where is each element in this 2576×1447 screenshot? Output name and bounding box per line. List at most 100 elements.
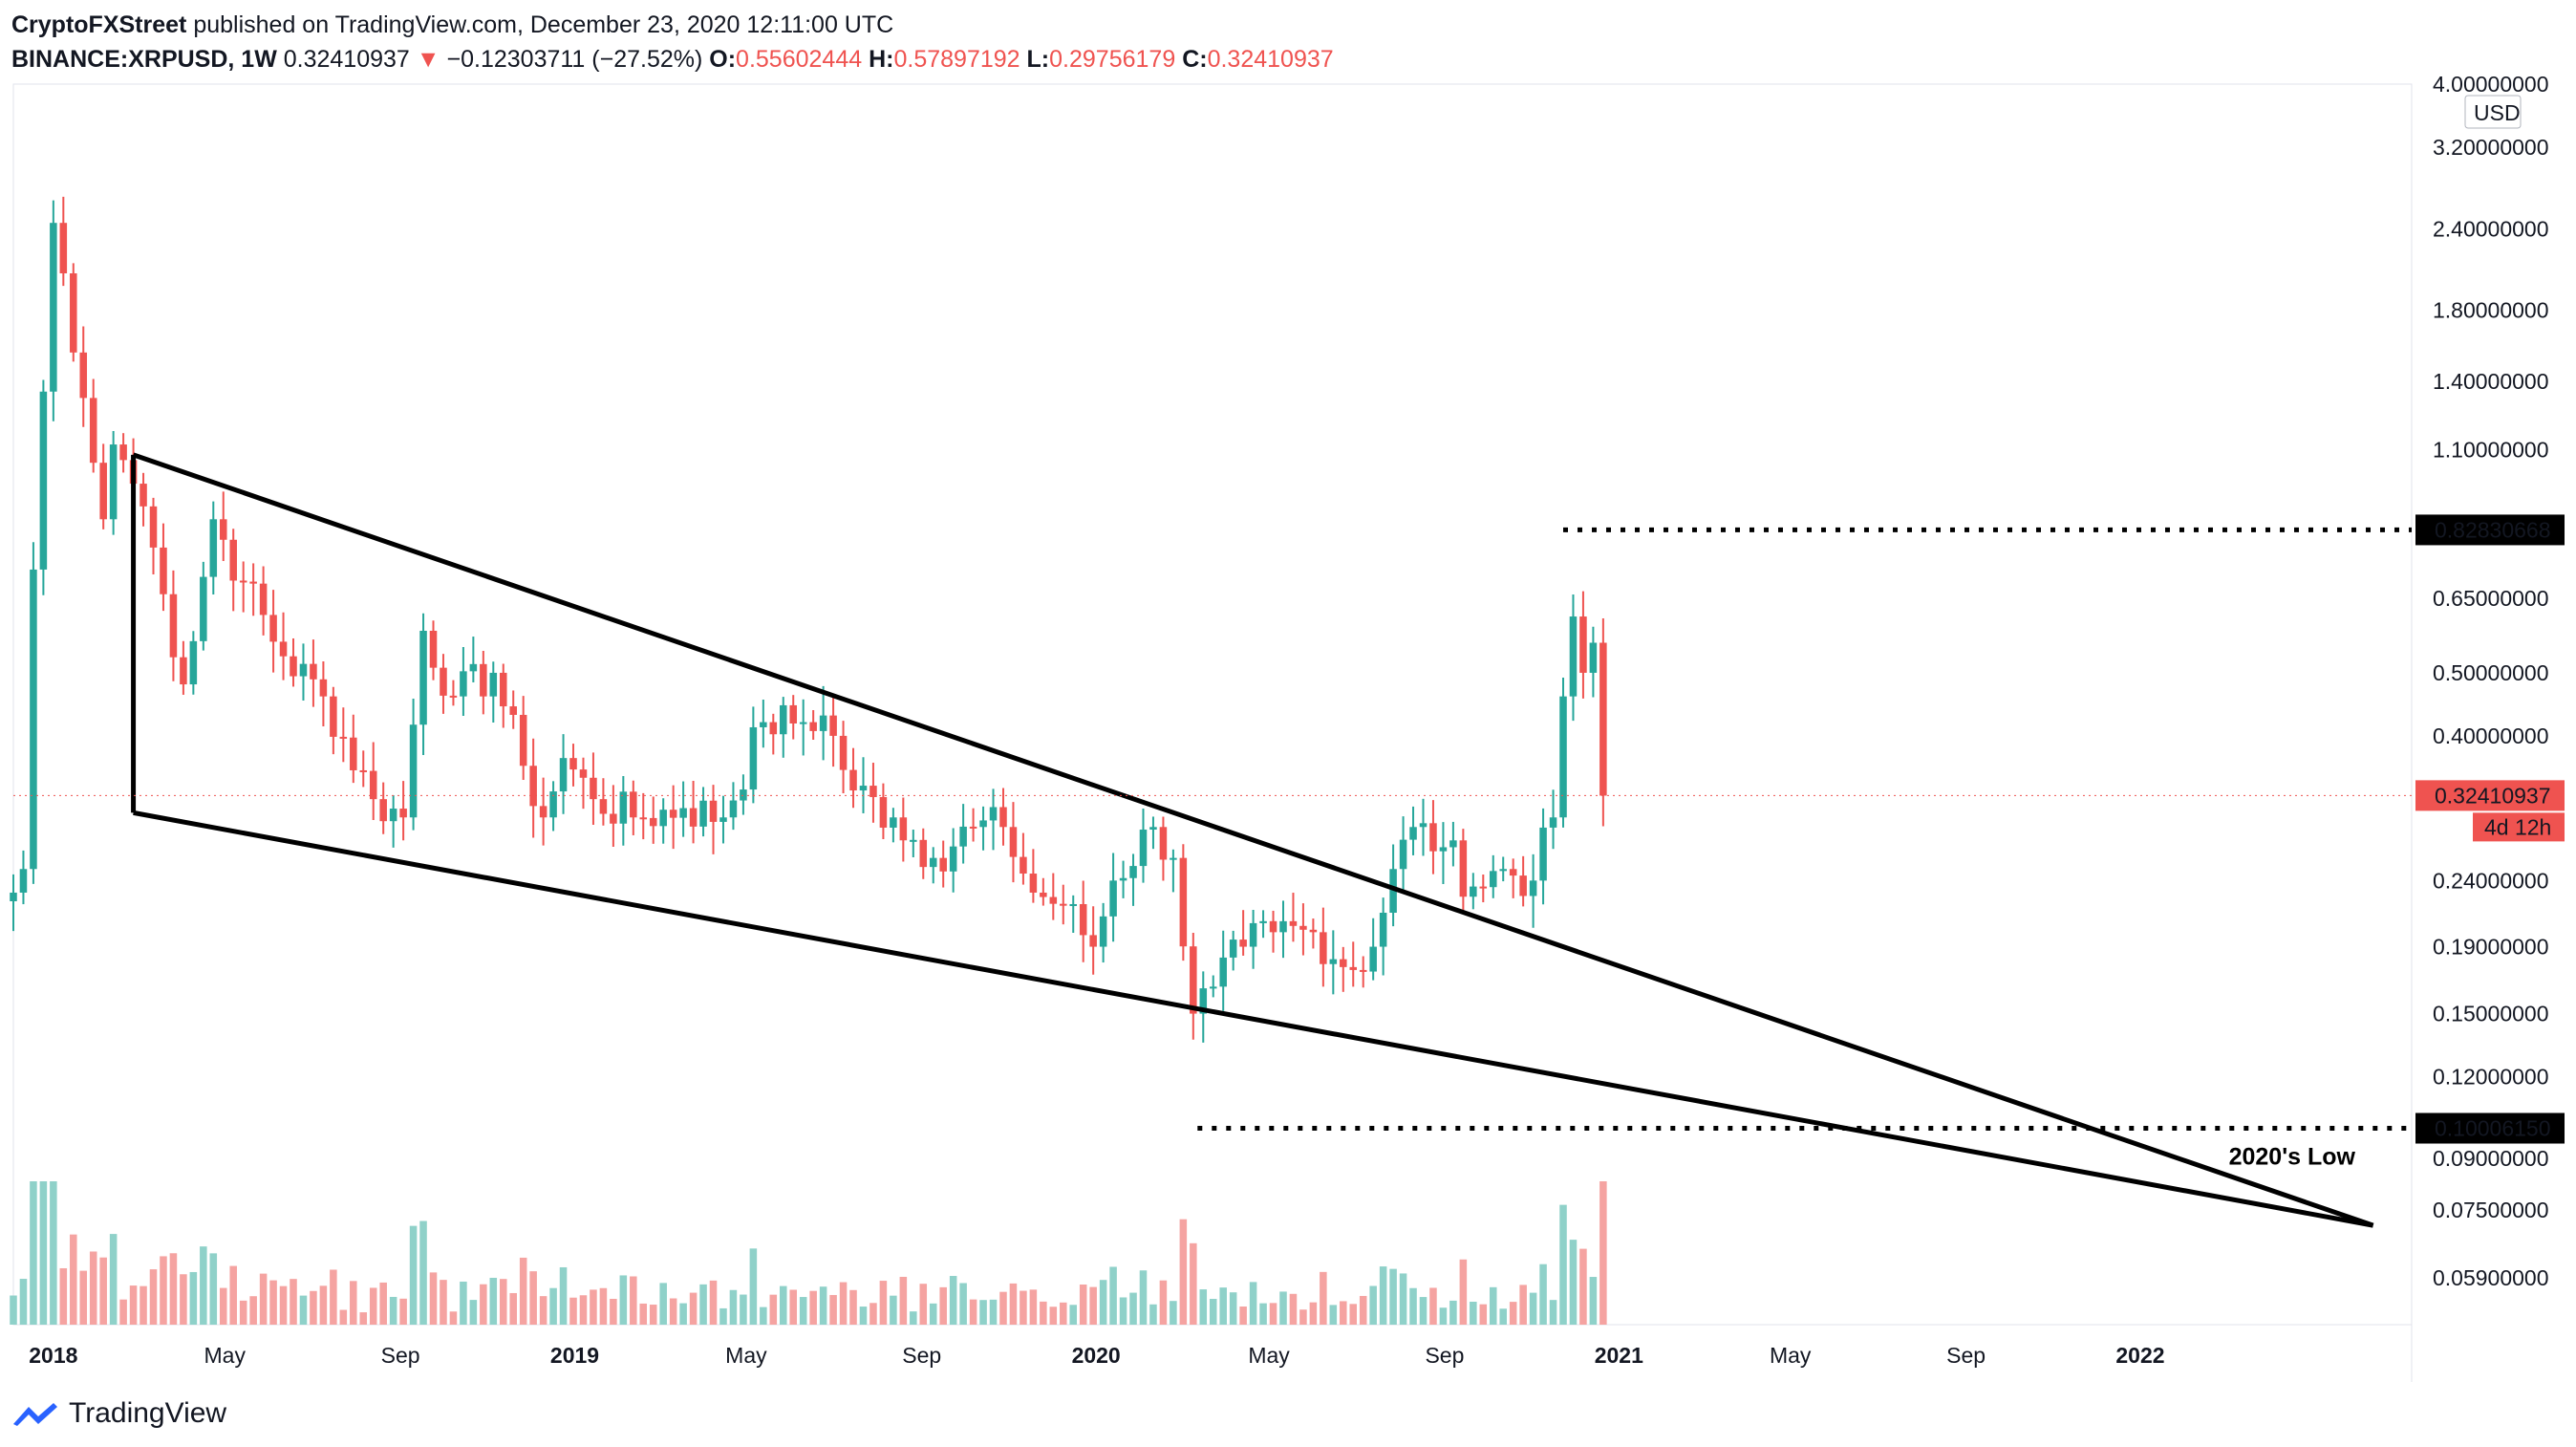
volume-bar bbox=[949, 1276, 957, 1325]
candle-body bbox=[1229, 939, 1237, 958]
low-value: 0.29756179 bbox=[1049, 46, 1176, 73]
candle-body bbox=[809, 722, 817, 731]
volume-bars bbox=[10, 1181, 1607, 1325]
candle-body bbox=[1359, 969, 1367, 972]
volume-bar bbox=[1299, 1309, 1307, 1325]
volume-bar bbox=[1069, 1305, 1078, 1325]
symbol-name[interactable]: BINANCE:XRPUSD, 1W bbox=[11, 46, 277, 73]
candle-body bbox=[359, 769, 368, 772]
volume-bar bbox=[969, 1299, 977, 1325]
price-tick-label: 0.07500000 bbox=[2433, 1198, 2549, 1222]
wedge-upper-line bbox=[132, 452, 2374, 1228]
current-price-tag-bg bbox=[2415, 780, 2565, 811]
time-tick-label: 2019 bbox=[550, 1343, 599, 1368]
volume-bar bbox=[1060, 1302, 1067, 1325]
candle-body bbox=[1549, 817, 1557, 828]
volume-bar bbox=[1119, 1297, 1127, 1325]
volume-bar bbox=[1179, 1219, 1188, 1325]
candle-body bbox=[939, 857, 947, 872]
candle-body bbox=[1559, 696, 1567, 818]
candle-body bbox=[709, 800, 718, 822]
volume-bar bbox=[1349, 1304, 1358, 1325]
candle-body bbox=[590, 777, 597, 800]
volume-bar bbox=[50, 1181, 57, 1325]
tradingview-footer[interactable]: TradingView bbox=[11, 1397, 226, 1430]
candle-body bbox=[1320, 932, 1327, 964]
candle-body bbox=[1489, 871, 1497, 888]
volume-bar bbox=[599, 1287, 608, 1325]
candle-body bbox=[469, 663, 478, 672]
volume-bar bbox=[639, 1303, 648, 1325]
volume-bar bbox=[189, 1271, 198, 1325]
price-tick-label: 1.10000000 bbox=[2433, 437, 2549, 462]
price-tick-label: 0.24000000 bbox=[2433, 868, 2549, 893]
open-label: O: bbox=[709, 46, 737, 73]
volume-bar bbox=[939, 1286, 947, 1325]
candle-body bbox=[79, 352, 88, 399]
author-name[interactable]: CryptoFXStreet bbox=[11, 11, 187, 38]
time-tick-label: May bbox=[725, 1343, 767, 1368]
candle-body bbox=[1349, 966, 1358, 970]
candle-body bbox=[39, 391, 48, 570]
candle-body bbox=[1249, 922, 1257, 947]
candlesticks bbox=[10, 196, 1607, 1043]
candle-body bbox=[1439, 847, 1448, 852]
candle-body bbox=[1219, 957, 1227, 987]
volume-bar bbox=[890, 1295, 897, 1325]
candle-body bbox=[719, 817, 727, 822]
candle-body bbox=[569, 758, 577, 770]
currency-label: USD bbox=[2474, 100, 2521, 125]
volume-bar bbox=[829, 1294, 837, 1325]
volume-bar bbox=[1589, 1277, 1598, 1325]
volume-bar bbox=[169, 1253, 178, 1325]
volume-bar bbox=[79, 1270, 88, 1325]
candle-body bbox=[919, 839, 928, 868]
time-tick-label: Sep bbox=[381, 1343, 420, 1368]
price-axis[interactable]: 4.00000000 3.20000000 2.40000000 1.80000000… bbox=[2415, 72, 2565, 1290]
time-axis[interactable]: 2018 May Sep 2019 May Sep 2020 May Sep 2021 May Sep… bbox=[29, 1343, 2164, 1368]
high-label: H: bbox=[869, 46, 894, 73]
price-tick-label: 0.09000000 bbox=[2433, 1146, 2549, 1171]
volume-bar bbox=[389, 1296, 397, 1325]
candle-body bbox=[1009, 827, 1018, 857]
volume-bar bbox=[549, 1287, 557, 1325]
publisher-line: CryptoFXStreet published on TradingView.… bbox=[11, 8, 1334, 42]
volume-bar bbox=[1359, 1295, 1367, 1325]
volume-bar bbox=[1209, 1299, 1217, 1325]
candle-body bbox=[1170, 857, 1177, 860]
candle-body bbox=[760, 722, 767, 727]
low-label: L: bbox=[1026, 46, 1050, 73]
last-price: 0.32410937 bbox=[283, 46, 410, 73]
candle-body bbox=[1499, 869, 1507, 872]
candle-body bbox=[989, 807, 998, 821]
volume-bar bbox=[1389, 1268, 1397, 1325]
volume-bar bbox=[789, 1289, 798, 1325]
volume-bar bbox=[729, 1289, 738, 1325]
volume-bar bbox=[359, 1312, 368, 1325]
volume-bar bbox=[740, 1294, 747, 1325]
low-level-tag-bg bbox=[2415, 1112, 2565, 1144]
candle-body bbox=[869, 786, 877, 797]
volume-bar bbox=[10, 1295, 17, 1325]
volume-bar bbox=[449, 1311, 458, 1325]
volume-bar bbox=[579, 1295, 588, 1325]
price-tick-label: 0.50000000 bbox=[2433, 660, 2549, 685]
volume-bar bbox=[1539, 1263, 1547, 1325]
candle-body bbox=[180, 657, 187, 685]
candle-body bbox=[1129, 866, 1137, 878]
candle-body bbox=[740, 789, 747, 801]
volume-bar bbox=[959, 1283, 967, 1325]
candle-body bbox=[209, 519, 218, 577]
time-tick-label: May bbox=[1248, 1343, 1290, 1368]
volume-bar bbox=[699, 1284, 707, 1325]
volume-bar bbox=[1099, 1280, 1107, 1325]
candle-body bbox=[419, 630, 427, 725]
candle-body bbox=[819, 715, 827, 731]
candle-body bbox=[1589, 642, 1598, 673]
candle-body bbox=[1459, 840, 1468, 897]
price-tick-label: 0.05900000 bbox=[2433, 1265, 2549, 1290]
open-value: 0.55602444 bbox=[736, 46, 863, 73]
candle-body bbox=[189, 640, 198, 685]
tradingview-logo-icon bbox=[13, 1403, 57, 1426]
